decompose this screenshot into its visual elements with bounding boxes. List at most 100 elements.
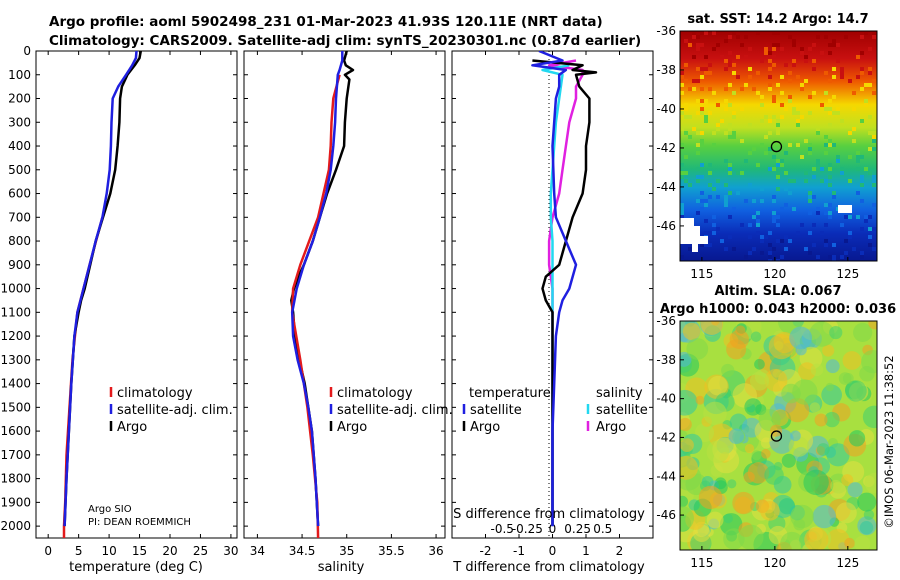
sst-pixel	[744, 159, 748, 163]
sla-blob	[721, 363, 735, 378]
sla-blob	[804, 527, 829, 550]
sst-pixel	[780, 207, 784, 211]
s-tick-label: 0.5	[593, 522, 612, 536]
credit-pi: PI: DEAN ROEMMICH	[88, 517, 191, 528]
sst-pixel	[696, 111, 700, 115]
sst-pixel	[728, 103, 732, 107]
sla-blob	[825, 359, 840, 374]
sst-pixel	[840, 67, 844, 71]
sst-pixel	[696, 35, 700, 39]
sst-pixel	[872, 175, 876, 179]
sst-pixel	[800, 155, 804, 159]
legend-label-climatology: climatology	[337, 386, 413, 401]
sla-blob	[859, 520, 874, 535]
sst-pixel	[768, 255, 772, 259]
sst-pixel	[860, 51, 864, 55]
depth-tick-label: 1500	[0, 400, 31, 414]
sst-pixel	[736, 55, 740, 59]
map-y-tick-label: -40	[656, 392, 676, 406]
sst-pixel	[760, 251, 764, 255]
difference-xlabel-top: S difference from climatology	[453, 507, 645, 522]
map-y-tick-label: -44	[656, 469, 676, 483]
sst-pixel	[852, 107, 856, 111]
sst-pixel	[744, 35, 748, 39]
sst-pixel	[760, 143, 764, 147]
sst-pixel	[724, 203, 728, 207]
sst-pixel	[684, 171, 688, 175]
sla-map-axes: 115 120 125 -36 -38 -40 -42 -44 -46	[656, 314, 859, 570]
sst-pixel	[808, 195, 812, 199]
sst-pixel	[692, 31, 696, 35]
sst-pixel	[860, 199, 864, 203]
sla-blob	[868, 321, 877, 330]
sla-blob	[682, 322, 701, 341]
sst-pixel	[688, 135, 692, 139]
sst-pixel	[840, 171, 844, 175]
sla-blob	[822, 344, 835, 357]
sst-pixel	[772, 63, 776, 67]
sst-pixel	[748, 47, 752, 51]
sla-blob	[790, 430, 801, 442]
sst-pixel	[744, 255, 748, 259]
sst-pixel	[772, 47, 776, 51]
sst-pixel	[780, 115, 784, 119]
sst-pixel	[684, 63, 688, 67]
sst-pixel	[776, 175, 780, 179]
depth-tick-label: 600	[8, 187, 31, 201]
sst-pixel	[736, 35, 740, 39]
sst-pixel	[712, 31, 716, 35]
sst-pixel	[744, 199, 748, 203]
map-y-tick-label: -38	[656, 353, 676, 367]
map-x-tick-label: 120	[763, 556, 786, 570]
depth-tick-label: 300	[8, 115, 31, 129]
sla-map-title-line-1: Altim. SLA: 0.067	[715, 284, 842, 299]
argo-float-marker	[770, 430, 783, 442]
sst-pixel	[856, 155, 860, 159]
sst-pixel	[828, 43, 832, 47]
sst-pixel	[696, 175, 700, 179]
sst-pixel	[836, 159, 840, 163]
sst-pixel	[872, 31, 876, 35]
sla-blob	[728, 428, 745, 444]
sla-blob	[706, 440, 730, 464]
sst-pixel	[784, 171, 788, 175]
sst-pixel	[800, 51, 804, 55]
sst-pixel	[872, 131, 876, 135]
sst-pixel	[868, 67, 872, 71]
satellite-line	[63, 51, 138, 527]
sst-pixel	[700, 243, 704, 247]
sst-pixel	[848, 179, 852, 183]
sst-pixel	[680, 143, 684, 147]
sst-pixel	[732, 115, 736, 119]
depth-tick-label: 100	[8, 68, 31, 82]
sst-pixel	[792, 107, 796, 111]
sst-pixel	[776, 187, 780, 191]
sla-blob	[816, 443, 830, 456]
sst-pixel	[776, 159, 780, 163]
sst-pixel	[824, 135, 828, 139]
depth-tick-label: 700	[8, 210, 31, 224]
legend-label-salinity-argo: Argo	[596, 420, 626, 435]
sla-blob	[751, 450, 762, 461]
sst-pixel	[764, 51, 768, 55]
sla-blob	[680, 351, 692, 367]
sst-pixel	[860, 71, 864, 75]
sst-pixel	[684, 39, 688, 43]
sst-pixel	[808, 147, 812, 151]
sst-pixel	[768, 243, 772, 247]
sla-blob	[680, 495, 689, 508]
sst-pixel	[692, 55, 696, 59]
sst-pixel	[768, 59, 772, 63]
sst-pixel	[816, 35, 820, 39]
sst-pixel	[768, 67, 772, 71]
sst-pixel	[728, 59, 732, 63]
x-tick-label: 34	[250, 544, 265, 558]
sst-pixel	[848, 215, 852, 219]
sla-blob	[686, 338, 709, 360]
sst-pixel	[852, 247, 856, 251]
sst-pixel	[768, 83, 772, 87]
sst-pixel	[872, 91, 876, 95]
sst-pixel	[760, 199, 764, 203]
sst-pixel	[776, 119, 780, 123]
sst-pixel	[820, 231, 824, 235]
